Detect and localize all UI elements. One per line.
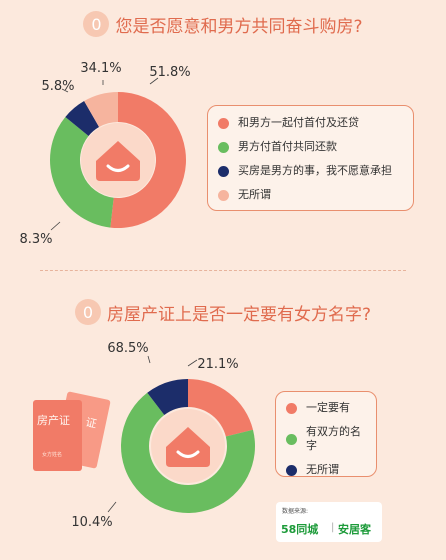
question-number-badge: 0 [74, 299, 101, 325]
leader-line-34-1 [50, 221, 61, 231]
legend-label: 有双方的名字 [306, 425, 361, 452]
legend-swatch [218, 141, 229, 153]
donut-slice-1-1 [110, 92, 187, 228]
section-divider [40, 270, 406, 271]
legend-item-2-3: 无所谓 [286, 463, 366, 477]
certificate-subtext: 女方姓名 [42, 452, 63, 458]
legend-label: 一定要有 [306, 401, 350, 414]
source-label: 数据来源: [282, 508, 309, 515]
donut-slice-1-3 [65, 101, 100, 136]
legend-label: 男方付首付共同还款 [238, 140, 337, 153]
leader-line-51-8 [149, 77, 159, 85]
leader-line-5-8 [61, 88, 69, 93]
legend-label: 买房是男方的事，我不愿意承担 [238, 164, 392, 177]
certificate-back-text: 证 [84, 415, 98, 431]
donut-chart-1 [50, 92, 187, 228]
data-label-2-2: 68.5% [107, 341, 148, 356]
legend-item-2-2: 有双方的名字 [286, 425, 366, 453]
legend-label: 无所谓 [306, 463, 339, 476]
leader-line-21-1 [187, 359, 198, 367]
legend-swatch [286, 464, 297, 476]
data-label-2-1: 21.1% [197, 357, 238, 372]
data-source-badge: 数据来源: 58同城 | 安居客 [276, 502, 382, 542]
source-brand-anjuke: 安居客 [338, 523, 371, 536]
question-2-text: 房屋产证上是否一定要有女方名字? [106, 304, 372, 325]
house-smile-icon [81, 123, 155, 197]
legend-swatch [218, 117, 229, 129]
house-smile-icon [151, 409, 225, 483]
legend-item-2-1: 一定要有 [286, 401, 366, 415]
legend-swatch [286, 402, 297, 414]
legend-label: 无所谓 [238, 188, 271, 201]
certificate-title: 房产证 [37, 414, 70, 427]
leader-line-10-4 [147, 355, 151, 364]
leader-line-68-5 [107, 501, 117, 513]
source-separator: | [331, 522, 335, 533]
donut-slice-2-2 [121, 392, 255, 513]
donut-slice-1-2 [50, 116, 114, 228]
legend-item-1-4: 无所谓 [218, 188, 403, 202]
data-label-1-3: 5.8% [41, 79, 74, 94]
legend-1: 和男方一起付首付及还贷 男方付首付共同还款买房是男方的事，我不愿意承担 无所谓 [207, 105, 414, 211]
legend-swatch [218, 165, 229, 177]
question-1-title: 0 您是否愿意和男方共同奋斗购房? [0, 4, 446, 44]
legend-item-1-2: 男方付首付共同还款 [218, 140, 403, 154]
data-label-1-2: 34.1% [80, 61, 121, 76]
question-1-text: 您是否愿意和男方共同奋斗购房? [115, 16, 363, 37]
data-label-1-4: 8.3% [19, 232, 52, 247]
data-label-2-3: 10.4% [71, 515, 112, 530]
leader-lines [50, 77, 198, 513]
legend-item-1-1: 和男方一起付首付及还贷 [218, 116, 403, 130]
property-certificate-front: 房产证 女方姓名 [33, 400, 82, 471]
donut-slice-2-3 [147, 379, 188, 416]
legend-label: 和男方一起付首付及还贷 [238, 116, 359, 129]
donut-slice-2-1 [188, 379, 253, 437]
source-brand-58: 58同城 [281, 523, 319, 536]
question-2-title: 0 房屋产证上是否一定要有女方名字? [0, 292, 446, 332]
data-label-1-1: 51.8% [149, 65, 190, 80]
legend-swatch [286, 433, 297, 445]
question-number-badge: 0 [83, 11, 110, 37]
legend-2: 一定要有有双方的名字无所谓 [275, 391, 377, 477]
legend-swatch [218, 189, 229, 201]
donut-chart-2 [121, 379, 255, 513]
donut-slice-1-4 [84, 92, 118, 128]
legend-item-1-3: 买房是男方的事，我不愿意承担 [218, 164, 403, 178]
